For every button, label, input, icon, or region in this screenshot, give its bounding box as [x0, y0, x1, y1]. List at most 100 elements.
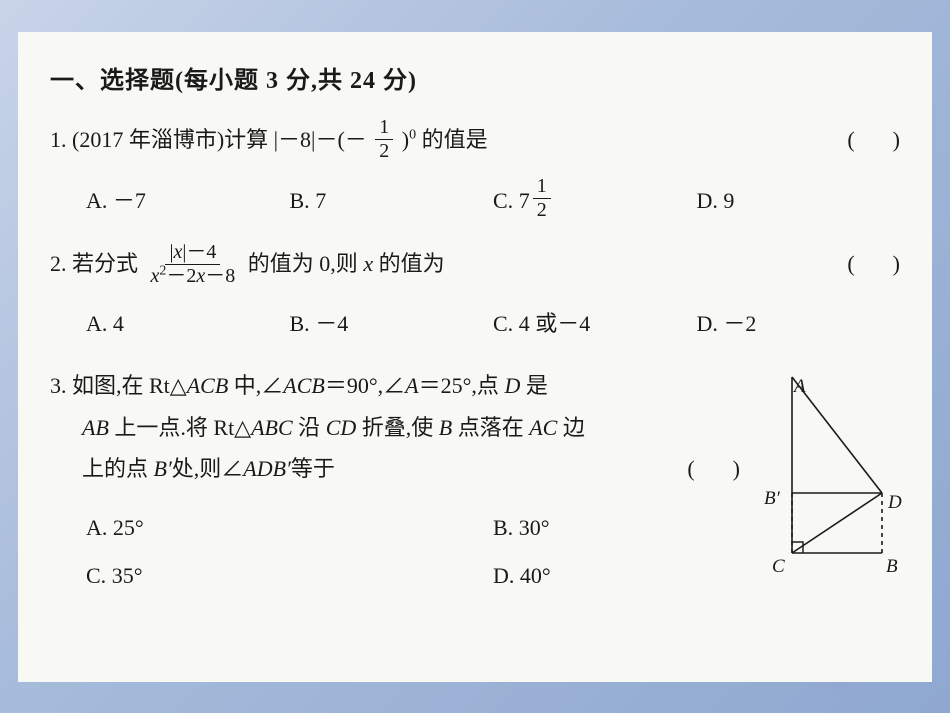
p2-opt-d: D. －2	[697, 303, 901, 345]
p3-l1-f: D	[504, 373, 520, 398]
p1-power: 0	[409, 128, 416, 143]
p2-fraction: |x|－4 x2－2x－8	[147, 242, 240, 287]
p1-opt-c-label: C.	[493, 180, 513, 222]
p3-l2-f: 折叠,使	[356, 415, 439, 440]
p3-l3-a: 上的点	[82, 456, 154, 481]
p2-opt-b: B. －4	[290, 303, 494, 345]
p3-l1-acb2: ACB	[283, 373, 325, 398]
p3-line3: 上的点 B′处,则∠ADB′等于 ()	[50, 448, 740, 490]
p2-prefix: 若分式	[72, 251, 138, 276]
p1-suffix: 的值是	[422, 127, 488, 152]
p3-l2-e: CD	[326, 415, 357, 440]
p3-opt-d-text: 40°	[520, 552, 551, 600]
p2-opt-d-label: D.	[697, 303, 718, 345]
p3-l2-b: 上一点.将 Rt△	[109, 415, 251, 440]
p2-answer-paren: ()	[847, 243, 900, 285]
p3-opt-c-text: 35°	[112, 552, 143, 600]
p3-diagram: A B′ D C B	[754, 365, 904, 575]
p3-diagram-svg	[754, 365, 904, 575]
p1-fraction: 1 2	[375, 117, 393, 162]
p3-l1-c: ＝90°,∠	[325, 373, 405, 398]
p3-label-D: D	[888, 485, 902, 521]
p1-paren-l: (	[847, 127, 854, 152]
p2-paren-r: )	[893, 251, 900, 276]
p3-l2-d: 沿	[293, 415, 326, 440]
problem-2: 2. 若分式 |x|－4 x2－2x－8 的值为 0,则 x 的值为 () A.…	[50, 243, 900, 344]
p3-opt-a-text: 25°	[113, 504, 144, 552]
p1-answer-paren: ()	[847, 119, 900, 161]
p1-opt-a-text: －7	[113, 180, 146, 222]
p3-opt-a: A. 25°	[86, 504, 493, 552]
p1-opt-b-label: B.	[290, 180, 310, 222]
p3-label-C: C	[772, 549, 785, 585]
p3-l3-d: ADB′	[243, 456, 291, 481]
p3-line2: AB 上一点.将 Rt△ABC 沿 CD 折叠,使 B 点落在 AC 边	[50, 407, 740, 449]
p3-l2-h: 点落在	[452, 415, 529, 440]
p2-opt-a-text: 4	[113, 303, 124, 345]
p1-opt-c: C. 7 1 2	[493, 178, 697, 223]
p3-l3-c: 处,则∠	[172, 456, 244, 481]
p3-label-B: B	[886, 549, 898, 585]
p1-options: A. －7 B. 7 C. 7 1 2 D. 9	[86, 178, 900, 223]
p1-prefix: (2017 年淄博市)计算	[72, 127, 268, 152]
p3-l2-i: AC	[529, 415, 557, 440]
problem-2-stem: 2. 若分式 |x|－4 x2－2x－8 的值为 0,则 x 的值为 ()	[50, 243, 900, 288]
p1-opt-c-den: 2	[533, 199, 551, 221]
p1-opt-a-label: A.	[86, 180, 107, 222]
p3-label-A: A	[794, 369, 806, 405]
p3-line1: 3. 如图,在 Rt△ACB 中,∠ACB＝90°,∠A＝25°,点 D 是	[50, 365, 740, 407]
p3-answer-paren: ()	[687, 448, 740, 490]
p3-l1-acb: ACB	[187, 373, 229, 398]
p3-opt-c-label: C.	[86, 552, 106, 600]
p2-opt-b-label: B.	[290, 303, 310, 345]
p1-opt-c-frac: 1 2	[533, 176, 551, 221]
p3-opt-c: C. 35°	[86, 552, 493, 600]
p1-opt-c-pre: 7	[519, 180, 530, 222]
p2-opt-d-text: －2	[723, 303, 756, 345]
p2-paren-l: (	[847, 251, 854, 276]
p3-l3-b: B′	[154, 456, 172, 481]
p3-l2-a: AB	[82, 415, 109, 440]
p3-paren-r: )	[733, 456, 740, 481]
p2-opt-c: C. 4 或－4	[493, 303, 697, 345]
p3-paren-l: (	[687, 456, 694, 481]
p2-frac-den: x2－2x－8	[147, 265, 240, 287]
p3-opt-b-label: B.	[493, 504, 513, 552]
p2-opt-a-label: A.	[86, 303, 107, 345]
p2-opt-a: A. 4	[86, 303, 290, 345]
problem-1: 1. (2017 年淄博市)计算 |－8|－(－ 1 2 ) 0 的值是 () A…	[50, 119, 900, 223]
p1-opt-d-text: 9	[723, 180, 734, 222]
p3-l2-c: ABC	[251, 415, 293, 440]
p2-opt-c-label: C.	[493, 303, 513, 345]
p1-opt-d: D. 9	[697, 180, 901, 222]
p3-l1-b: 中,∠	[228, 373, 283, 398]
p1-number: 1.	[50, 127, 67, 152]
p2-options: A. 4 B. －4 C. 4 或－4 D. －2	[86, 303, 900, 345]
p3-opt-d-label: D.	[493, 552, 514, 600]
p3-opt-a-label: A.	[86, 504, 107, 552]
p3-l1-e: ＝25°,点	[419, 373, 505, 398]
p2-frac-num: |x|－4	[165, 242, 220, 265]
p3-l2-g: B	[439, 415, 452, 440]
p1-expr-left: |－8|－(－	[274, 127, 367, 152]
p1-opt-b: B. 7	[290, 180, 494, 222]
p3-number: 3.	[50, 373, 67, 398]
p3-opt-b-text: 30°	[519, 504, 550, 552]
p3-l1-g: 是	[520, 373, 548, 398]
p3-l3-e: 等于	[291, 456, 335, 481]
p1-opt-b-text: 7	[315, 180, 326, 222]
p2-suffix: 的值为 0,则 x 的值为	[248, 251, 445, 276]
p2-number: 2.	[50, 251, 67, 276]
p3-label-Bp: B′	[764, 481, 780, 517]
p3-l2-j: 边	[557, 415, 585, 440]
exam-page: 一、选择题(每小题 3 分,共 24 分) 1. (2017 年淄博市)计算 |…	[18, 32, 932, 682]
p3-l1-d: A	[405, 373, 418, 398]
p1-frac-den: 2	[375, 140, 393, 162]
p1-opt-c-num: 1	[533, 176, 551, 199]
p1-paren-r: )	[893, 127, 900, 152]
p2-opt-b-text: －4	[315, 303, 348, 345]
p2-opt-c-text: 4 或－4	[519, 303, 591, 345]
problem-3: 3. 如图,在 Rt△ACB 中,∠ACB＝90°,∠A＝25°,点 D 是 A…	[50, 365, 900, 601]
p1-frac-num: 1	[375, 117, 393, 140]
p1-opt-a: A. －7	[86, 180, 290, 222]
